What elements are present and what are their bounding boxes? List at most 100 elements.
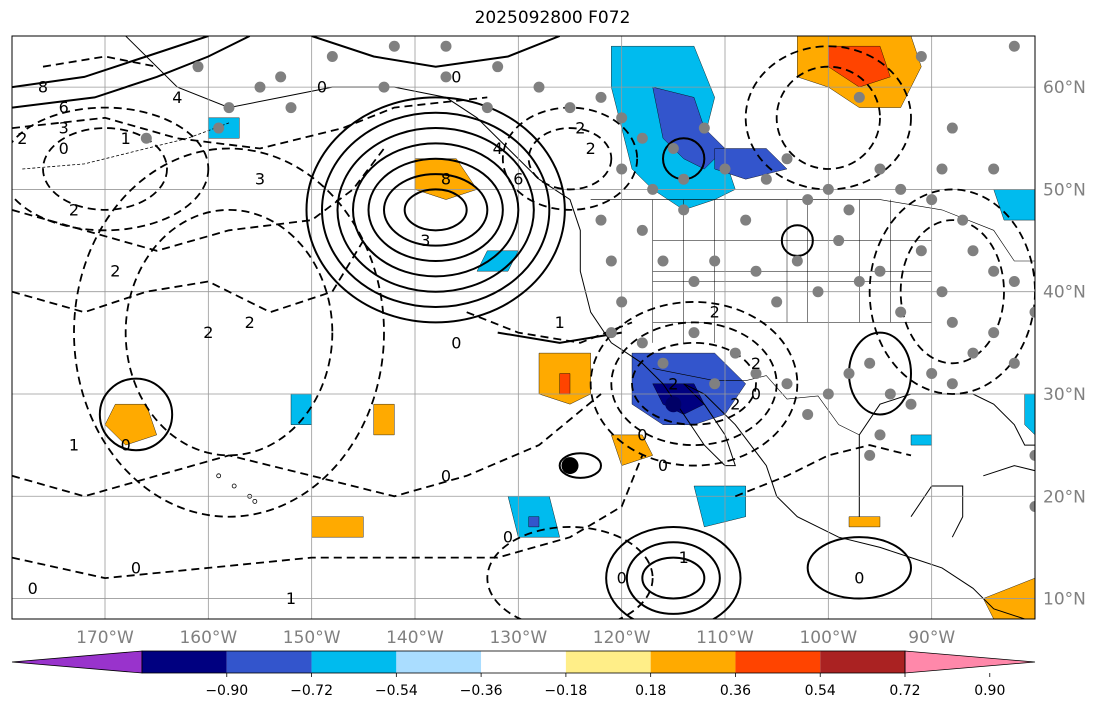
- station-dot: [812, 286, 824, 298]
- colorbar-segment: [735, 651, 821, 673]
- contour-label: 1: [121, 129, 131, 148]
- colorbar-segment: [142, 651, 227, 673]
- colorbar-segment: [226, 651, 312, 673]
- longitude-tick-label: 110°W: [696, 628, 754, 648]
- station-dot: [802, 194, 814, 206]
- solid-contour: [367, 157, 504, 263]
- longitude-tick-label: 170°W: [76, 628, 134, 648]
- station-dot: [709, 378, 721, 390]
- station-dot: [936, 163, 948, 175]
- aleutian-islands: [22, 122, 230, 170]
- contour-label: 0: [751, 384, 761, 403]
- contour-label: 0: [131, 558, 141, 577]
- contour-label: 2: [751, 354, 761, 373]
- colorbar-tick-label: −0.36: [460, 683, 503, 699]
- solid-contour: [321, 111, 551, 309]
- latitude-tick-label: 10°N: [1043, 590, 1086, 610]
- latitude-axis: 10°N 20°N 30°N 40°N 50°N 60°N: [1043, 78, 1086, 609]
- station-dot: [1029, 449, 1035, 461]
- station-dot: [533, 81, 545, 93]
- contour-label: 6: [513, 170, 523, 189]
- station-dot: [492, 61, 504, 73]
- station-dot: [636, 132, 648, 144]
- contour-label: 3: [420, 231, 430, 250]
- contour-label: 0: [854, 569, 864, 588]
- station-markers: [140, 40, 1035, 512]
- latitude-tick-label: 50°N: [1043, 180, 1086, 200]
- colorbar-tick-label: −0.18: [544, 683, 587, 699]
- latitude-tick-label: 20°N: [1043, 487, 1086, 507]
- dashed-contour: [12, 96, 488, 150]
- contour-label: 0: [441, 466, 451, 485]
- station-dot: [636, 337, 648, 349]
- contour-label: 6: [59, 98, 69, 117]
- station-dot: [988, 163, 1000, 175]
- station-dot: [667, 143, 679, 155]
- contour-label: 0: [59, 139, 69, 158]
- contour-label: 2: [730, 395, 740, 414]
- dashed-contour: [631, 341, 757, 426]
- station-dot: [750, 265, 762, 277]
- contour-label: 2: [69, 200, 79, 219]
- station-dot: [781, 153, 793, 165]
- colorbar: −0.90 −0.72 −0.54 −0.36 −0.18 0.18 0.36 0.54 0.7…: [11, 650, 1036, 699]
- station-dot: [926, 368, 938, 380]
- contour-label: 0: [451, 333, 461, 352]
- station-dot: [750, 368, 762, 380]
- latitude-tick-label: 30°N: [1043, 385, 1086, 405]
- longitude-tick-label: 160°W: [179, 628, 237, 648]
- station-dot: [616, 112, 628, 124]
- station-dot: [853, 91, 865, 103]
- contour-label: 0: [28, 579, 38, 598]
- station-dot: [636, 224, 648, 236]
- station-dot: [595, 214, 607, 226]
- dashed-contour: [527, 127, 613, 191]
- station-dot: [864, 357, 876, 369]
- contour-label: 3: [255, 170, 265, 189]
- station-dot: [926, 194, 938, 206]
- station-dot: [616, 163, 628, 175]
- station-dot: [915, 245, 927, 257]
- contour-label: 1: [286, 589, 296, 608]
- contour-label: 8: [38, 78, 48, 97]
- solid-contour: [12, 36, 251, 109]
- contour-label: 0: [503, 528, 513, 547]
- anomaly-region: [104, 404, 157, 446]
- station-dot: [853, 275, 865, 287]
- station-dot: [719, 163, 731, 175]
- station-dot: [895, 306, 907, 318]
- station-dot: [1008, 40, 1020, 52]
- colorbar-extend-max: [904, 650, 1036, 674]
- contour-label: 2: [575, 119, 585, 138]
- station-dot: [946, 316, 958, 328]
- contour-label: 0: [317, 78, 327, 97]
- solid-contour: [311, 36, 561, 68]
- station-dot: [213, 122, 225, 134]
- contour-label: 0: [617, 569, 627, 588]
- anomaly-region: [559, 373, 571, 395]
- latitude-tick-label: 60°N: [1043, 78, 1086, 98]
- latitude-tick-label: 40°N: [1043, 283, 1086, 303]
- colorbar-segment: [311, 651, 397, 673]
- colorbar-segment: [565, 651, 651, 673]
- contour-label: 0: [637, 425, 647, 444]
- contour-label: 0: [658, 456, 668, 475]
- longitude-tick-label: 90°W: [908, 628, 955, 648]
- solid-contour: [336, 127, 535, 293]
- station-dot: [192, 61, 204, 73]
- colorbar-tick-label: 0.90: [974, 683, 1005, 699]
- contour-label: 2: [710, 303, 720, 322]
- contour-label: 0: [121, 436, 131, 455]
- station-dot: [781, 378, 793, 390]
- dashed-contour: [12, 393, 602, 498]
- station-dot: [616, 296, 628, 308]
- contour-label: 2: [245, 313, 255, 332]
- station-dot: [843, 204, 855, 216]
- colorbar-segment: [396, 651, 482, 673]
- station-dot: [388, 40, 400, 52]
- station-dot: [1029, 500, 1035, 512]
- station-dot: [678, 204, 690, 216]
- solid-contour: [497, 331, 622, 344]
- station-dot: [967, 347, 979, 359]
- station-dot: [791, 255, 803, 267]
